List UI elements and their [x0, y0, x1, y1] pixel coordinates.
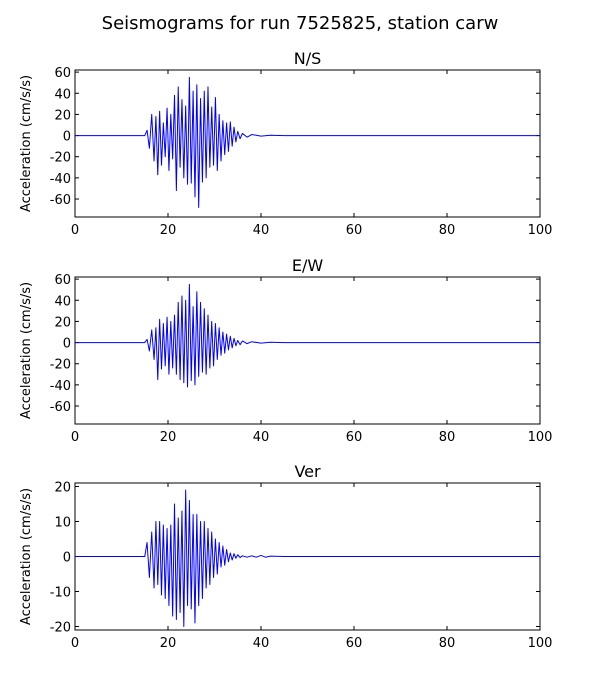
- x-tick-label: 60: [346, 636, 363, 651]
- x-tick-label: 60: [346, 430, 363, 445]
- x-tick-label: 40: [253, 223, 270, 238]
- panel-title: E/W: [292, 256, 324, 275]
- y-tick-label: 40: [54, 294, 71, 309]
- y-axis-label: Acceleration (cm/s/s): [19, 488, 34, 625]
- panel-title: N/S: [294, 49, 322, 68]
- seismogram-trace: [75, 489, 540, 627]
- x-tick-label: 40: [253, 636, 270, 651]
- y-tick-label: -40: [50, 172, 71, 187]
- y-tick-label: 20: [54, 481, 71, 496]
- y-tick-label: -20: [50, 151, 71, 166]
- y-tick-label: -10: [50, 586, 71, 601]
- x-tick-label: 60: [346, 223, 363, 238]
- x-tick-label: 20: [160, 636, 177, 651]
- panel-title: Ver: [294, 462, 321, 481]
- x-tick-label: 0: [71, 636, 79, 651]
- y-tick-label: -60: [50, 400, 71, 415]
- x-tick-label: 100: [528, 430, 553, 445]
- x-tick-label: 100: [528, 636, 553, 651]
- x-tick-label: 20: [160, 430, 177, 445]
- y-axis-label: Acceleration (cm/s/s): [19, 282, 34, 419]
- y-tick-label: -20: [50, 358, 71, 373]
- x-tick-label: 80: [439, 636, 456, 651]
- x-tick-label: 80: [439, 430, 456, 445]
- y-tick-label: -20: [50, 621, 71, 636]
- y-axis-label: Acceleration (cm/s/s): [19, 75, 34, 212]
- y-tick-label: 20: [54, 108, 71, 123]
- y-tick-label: 60: [54, 66, 71, 81]
- axes-frame: [74, 276, 541, 425]
- y-tick-label: 10: [54, 516, 71, 531]
- x-tick-label: 20: [160, 223, 177, 238]
- y-tick-label: 0: [63, 551, 71, 566]
- y-tick-label: 20: [54, 315, 71, 330]
- y-tick-label: 0: [63, 130, 71, 145]
- x-tick-label: 80: [439, 223, 456, 238]
- figure-title: Seismograms for run 7525825, station car…: [102, 13, 499, 34]
- y-tick-label: -40: [50, 379, 71, 394]
- y-tick-label: 0: [63, 337, 71, 352]
- seismogram-trace: [75, 283, 540, 388]
- x-tick-label: 0: [71, 223, 79, 238]
- panel-1: E/W Acceleration (cm/s/s) 0 20 40 60 80 100 -60 -…: [19, 256, 552, 445]
- y-tick-label: -60: [50, 193, 71, 208]
- seismogram-trace: [75, 76, 540, 208]
- panel-0: N/S Acceleration (cm/s/s) 0 20 40 60 80 100 -60 -…: [19, 49, 552, 238]
- x-tick-label: 40: [253, 430, 270, 445]
- y-tick-label: 60: [54, 273, 71, 288]
- y-tick-label: 40: [54, 87, 71, 102]
- axes-frame: [74, 69, 541, 218]
- x-tick-label: 100: [528, 223, 553, 238]
- x-tick-label: 0: [71, 430, 79, 445]
